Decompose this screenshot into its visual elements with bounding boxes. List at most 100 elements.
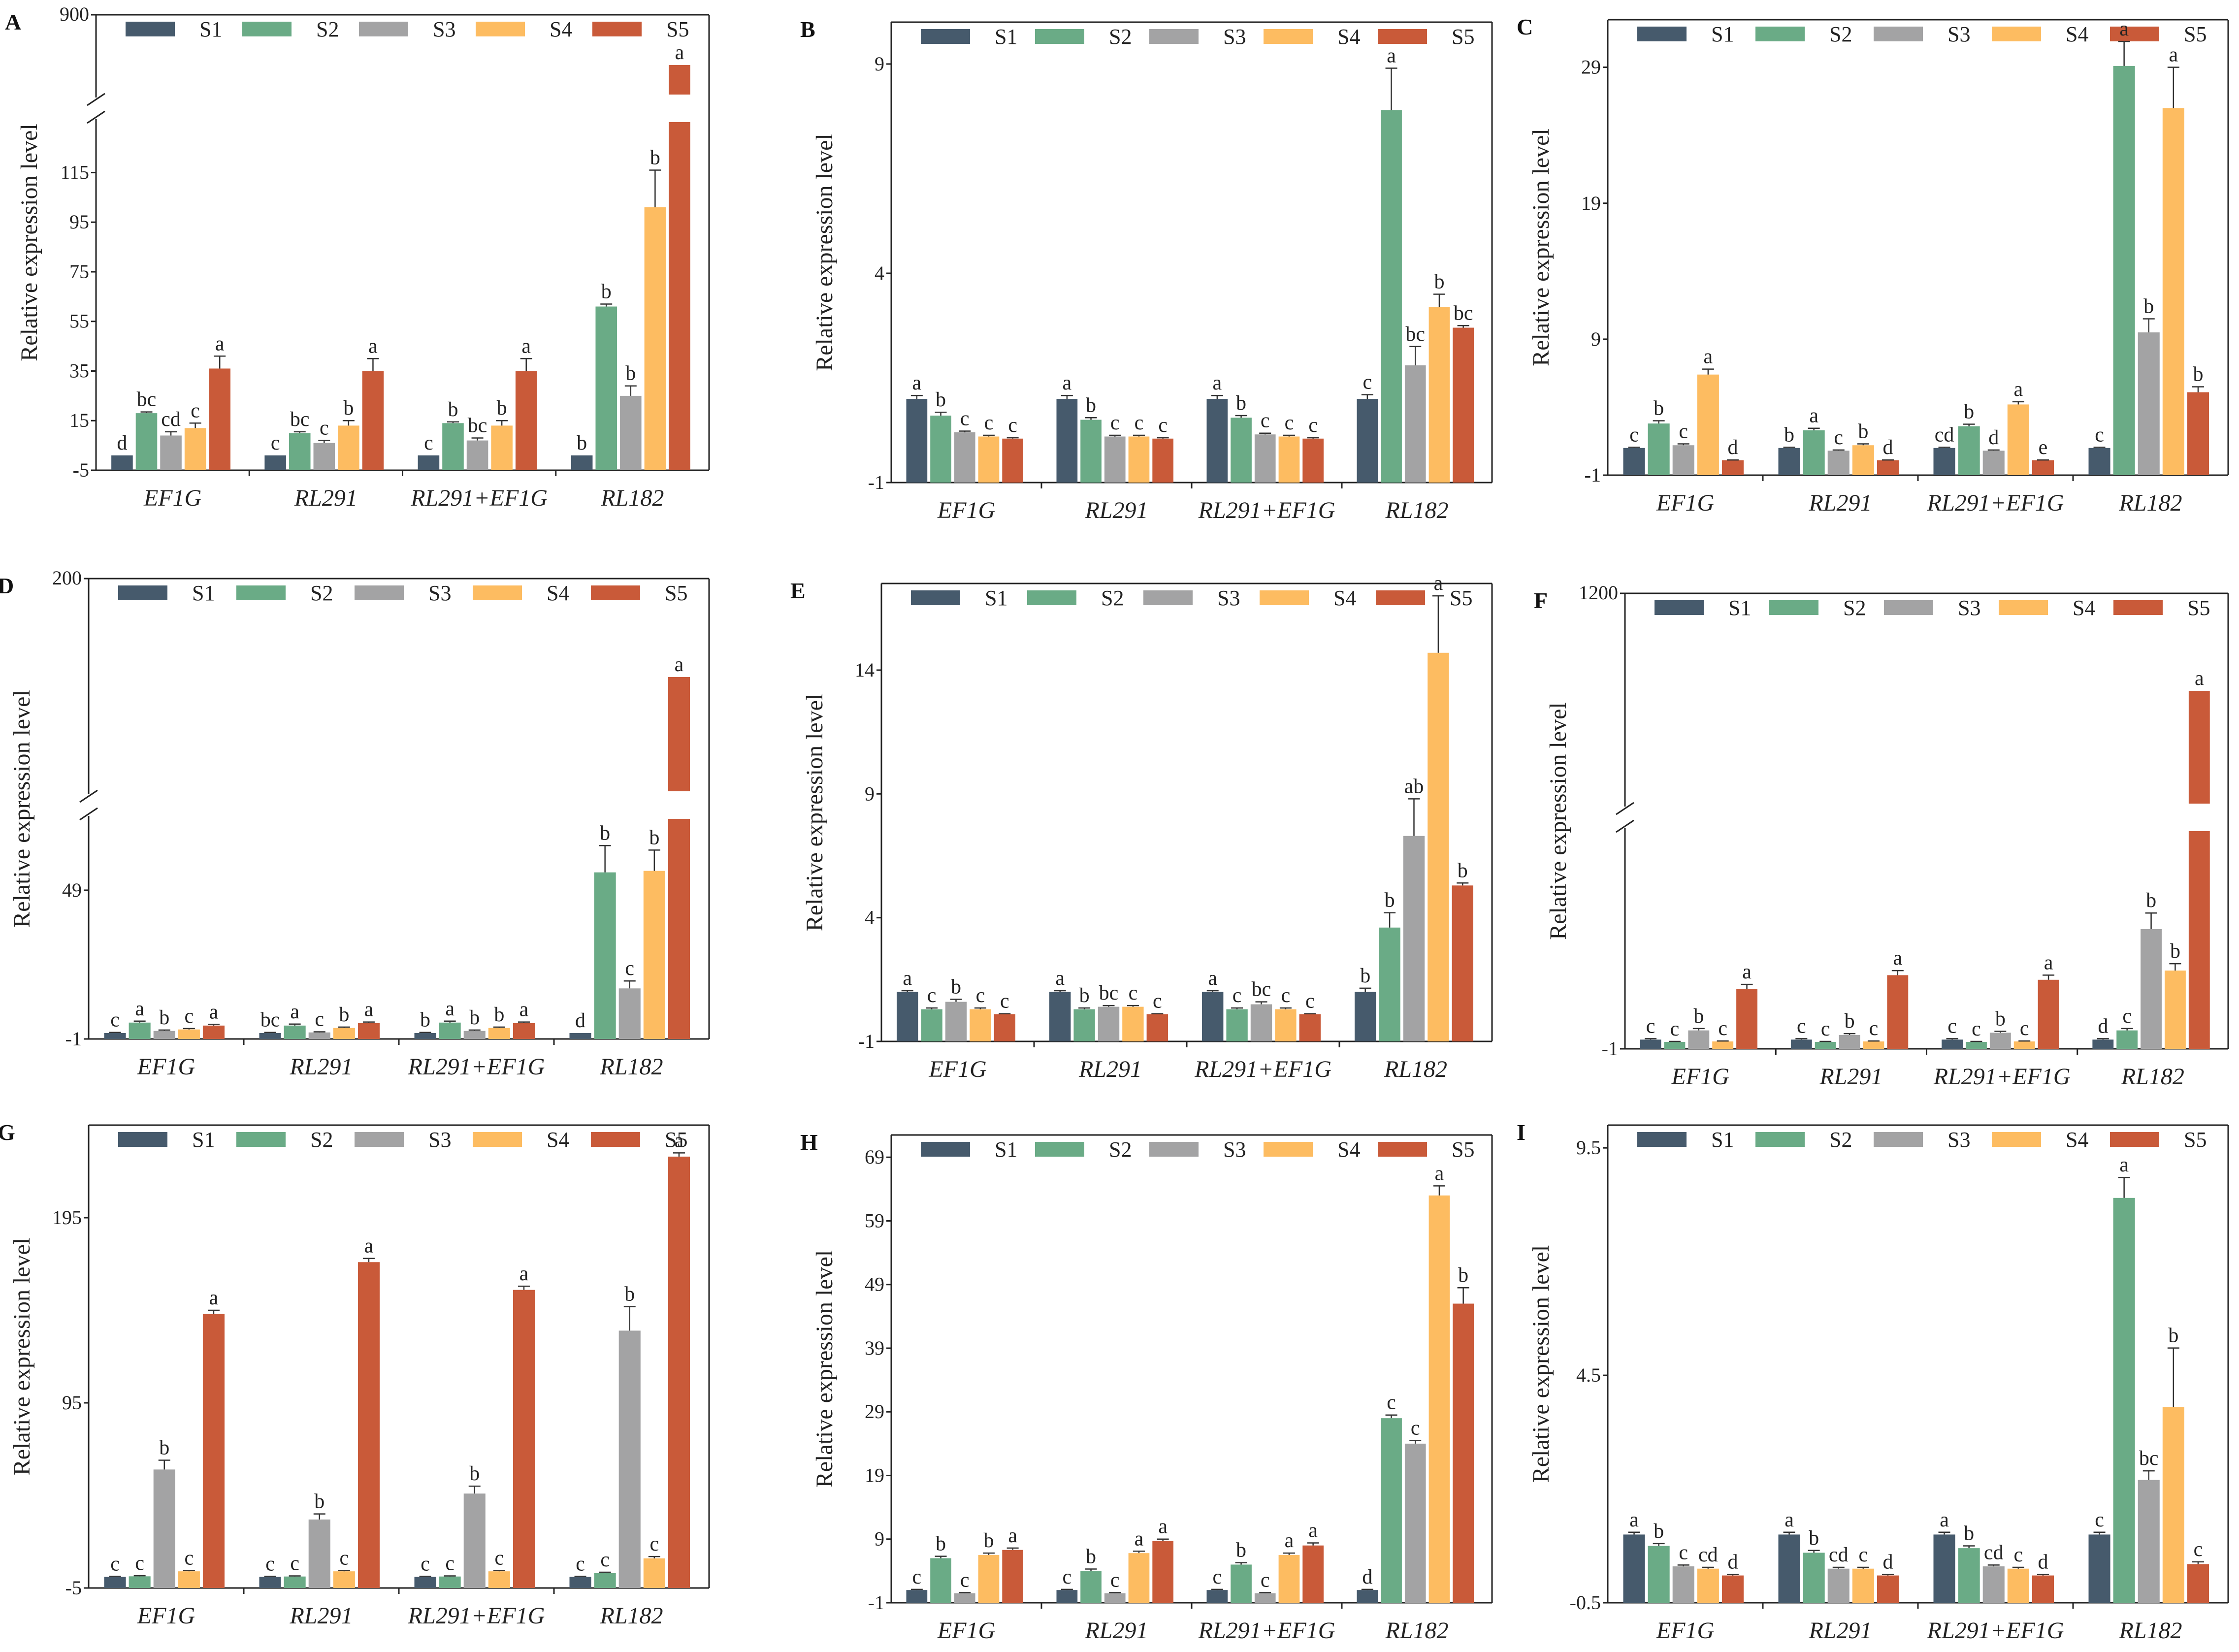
bar-S1-EF1G (1640, 1039, 1661, 1049)
bar-S5-RL291 (1877, 460, 1899, 475)
bar-S4-RL291+EF1G (488, 1028, 510, 1039)
bar-S2-RL291+EF1G (1958, 1548, 1980, 1603)
bar-S3-RL291 (1104, 1593, 1126, 1603)
y-tick-label: -1 (868, 1591, 884, 1614)
bar-S5-RL182 (2187, 1564, 2209, 1603)
x-category-label: RL291+EF1G (410, 485, 548, 511)
significance-letter: a (1435, 1162, 1444, 1185)
significance-letter: cd (1935, 423, 1954, 446)
x-category-label: RL291+EF1G (1927, 1618, 2064, 1644)
significance-letter: c (1869, 1017, 1879, 1040)
legend-label-S1: S1 (995, 1137, 1017, 1162)
significance-letter: b (650, 146, 660, 169)
bar-S3-EF1G (954, 432, 975, 483)
axis-break-mark (1616, 802, 1634, 815)
x-category-label: RL182 (1385, 497, 1448, 523)
legend-label-S1: S1 (199, 17, 222, 41)
significance-letter: c (576, 1553, 585, 1575)
bar-S4-EF1G (1697, 1568, 1719, 1603)
significance-letter: c (1135, 412, 1144, 434)
bar-S4-RL182 (644, 207, 666, 471)
legend-swatch-S1 (921, 1142, 970, 1157)
bar-S1-EF1G (1623, 1534, 1645, 1603)
y-tick-label: -1 (868, 471, 884, 493)
legend-label-S4: S4 (1337, 1137, 1360, 1162)
x-category-label: RL291+EF1G (408, 1054, 545, 1080)
significance-letter: ab (1404, 775, 1424, 798)
bar-S2-RL182 (1379, 927, 1400, 1041)
significance-letter: c (110, 1009, 120, 1032)
bar-S4-EF1G (1697, 374, 1719, 475)
significance-letter: b (159, 1437, 169, 1459)
significance-letter: b (2143, 295, 2154, 318)
significance-letter: bc (290, 408, 310, 431)
legend-label-S2: S2 (1829, 1128, 1852, 1152)
legend-swatch-S5 (1378, 1142, 1427, 1157)
bar-S3-RL291 (308, 1519, 330, 1588)
significance-letter: c (185, 1547, 194, 1569)
significance-letter: c (1281, 984, 1291, 1007)
significance-letter: c (271, 432, 280, 454)
significance-letter: a (1742, 961, 1752, 983)
bar-S3-EF1G (1688, 1030, 1710, 1049)
bar-S3-RL291+EF1G (1254, 1593, 1276, 1603)
significance-letter: a (519, 999, 529, 1021)
significance-letter: a (2119, 1154, 2129, 1176)
significance-letter: a (1387, 45, 1396, 67)
significance-letter: c (1261, 410, 1270, 432)
significance-letter: a (675, 41, 684, 64)
legend-swatch-S5 (2113, 600, 2163, 615)
significance-letter: a (290, 1001, 299, 1023)
significance-letter: c (1261, 1569, 1270, 1591)
significance-letter: c (495, 1547, 504, 1569)
bar-S1-RL182 (2092, 1039, 2114, 1049)
legend-swatch-S2 (236, 585, 286, 600)
legend-label-S2: S2 (310, 1128, 333, 1152)
legend-label-S1: S1 (1711, 22, 1734, 46)
significance-letter: b (601, 280, 612, 303)
legend-swatch-S5 (1378, 29, 1427, 44)
legend-label-S5: S5 (1450, 586, 1472, 610)
significance-letter: b (1964, 1522, 1974, 1545)
bar-S5-RL291 (1152, 438, 1173, 483)
significance-letter: c (320, 417, 329, 440)
significance-letter: b (314, 1490, 324, 1513)
significance-letter: c (2020, 1017, 2029, 1040)
legend-label-S1: S1 (1711, 1128, 1734, 1152)
x-category-label: EF1G (937, 497, 995, 523)
bar-S2-EF1G (921, 1009, 942, 1041)
bar-S5-RL182 (1452, 885, 1473, 1041)
bar-S2-EF1G (135, 413, 158, 470)
bar-S4-RL291 (1852, 445, 1874, 475)
significance-letter: c (1972, 1018, 1981, 1040)
bar-S2-RL182 (1381, 1418, 1402, 1603)
bar-S4-EF1G (970, 1009, 991, 1041)
panel-D: 200 -1 49 Relative expression level D S1 S2 S3 S… (0, 567, 710, 1080)
legend-swatch-S4 (473, 585, 522, 600)
bar-S1-RL291 (259, 1577, 281, 1588)
bar-S2-RL291+EF1G (1226, 1009, 1248, 1041)
bar-S4-RL291 (1852, 1568, 1874, 1603)
bar-S1-EF1G (111, 455, 133, 470)
significance-letter: d (1727, 436, 1738, 459)
legend-label-S4: S4 (2066, 22, 2088, 46)
x-category-label: RL291+EF1G (1198, 497, 1335, 523)
significance-letter: a (2169, 44, 2178, 66)
bar-S4-RL291+EF1G (1278, 1555, 1300, 1603)
bar-S4-RL182 (1428, 307, 1450, 483)
bar-S4-RL291 (1128, 1553, 1150, 1603)
bar-S2-RL291+EF1G (1231, 418, 1252, 483)
significance-letter: b (448, 398, 458, 421)
significance-letter: b (1236, 1539, 1246, 1562)
legend-swatch-S1 (118, 585, 167, 600)
bar-S5-RL291 (1877, 1575, 1899, 1603)
significance-letter: a (2014, 378, 2023, 401)
bar-S3-EF1G (153, 1031, 175, 1039)
legend-swatch-S5 (591, 585, 640, 600)
significance-letter: c (650, 1533, 659, 1555)
significance-letter: c (1679, 1541, 1688, 1564)
x-category-label: EF1G (1656, 1618, 1714, 1644)
bar-S4-RL182 (643, 1558, 665, 1588)
bar-S3-EF1G (1672, 1566, 1694, 1603)
